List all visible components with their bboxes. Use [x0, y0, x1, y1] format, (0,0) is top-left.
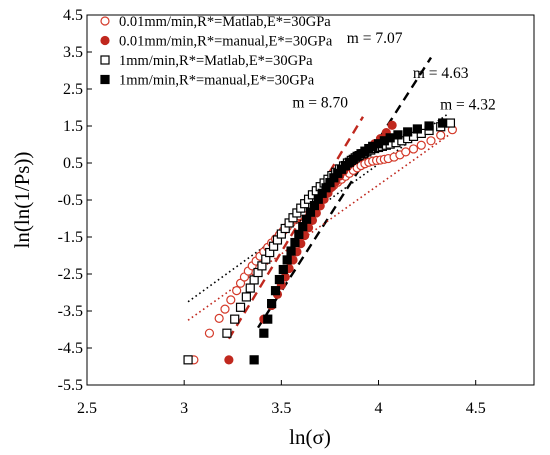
- x-tick-label: 4.5: [466, 400, 486, 417]
- legend-label: 0.01mm/min,R*=manual,E*=30GPa: [119, 34, 333, 50]
- fit-lines-group: [187, 56, 449, 340]
- data-point: [224, 355, 234, 365]
- data-point: [241, 292, 251, 302]
- data-point: [294, 229, 304, 240]
- data-point: [408, 144, 419, 154]
- data-point: [263, 314, 273, 324]
- y-tick-label: 0.5: [63, 155, 83, 172]
- data-point: [245, 283, 255, 293]
- y-axis-title: ln(ln(1/Ps)): [10, 152, 34, 249]
- y-tick-label: -4.5: [58, 340, 83, 357]
- series-group: [189, 125, 457, 365]
- data-point: [249, 355, 259, 365]
- data-point: [232, 286, 242, 296]
- data-point: [230, 314, 240, 324]
- fit-line: [227, 116, 365, 340]
- fit-annotation: m = 4.63: [413, 65, 469, 82]
- data-point: [204, 328, 215, 338]
- x-tick-label: 4: [375, 400, 383, 417]
- data-point: [282, 255, 292, 265]
- data-point: [222, 328, 232, 338]
- legend-marker: [100, 55, 110, 65]
- y-tick-label: -1.5: [58, 229, 83, 246]
- data-point: [183, 355, 193, 365]
- data-point: [278, 264, 288, 275]
- legend-marker: [100, 16, 110, 26]
- series-group: [183, 118, 456, 365]
- data-point: [438, 118, 448, 128]
- data-point: [401, 147, 411, 157]
- legend-label: 0.01mm/min,R*=Matlab,E*=30GPa: [119, 14, 331, 30]
- fit-line: [257, 56, 433, 329]
- data-point: [393, 130, 403, 140]
- data-points-group: [183, 118, 457, 365]
- legend-marker: [100, 35, 110, 46]
- data-point: [214, 313, 224, 323]
- fit-line: [187, 134, 449, 321]
- data-point: [387, 120, 397, 130]
- x-tick-label: 3: [180, 400, 188, 417]
- x-tick-label: 3.5: [271, 400, 291, 417]
- data-point: [424, 121, 434, 131]
- legend: 0.01mm/min,R*=Matlab,E*=30GPa 0.01mm/min,…: [100, 14, 333, 89]
- fit-annotations: m = 7.07 m = 4.63 m = 8.70 m = 4.32: [292, 30, 495, 114]
- y-tick-label: 1.5: [63, 118, 83, 135]
- data-point: [412, 124, 422, 134]
- data-point: [445, 118, 456, 128]
- y-tick-label: -0.5: [58, 192, 83, 209]
- data-point: [286, 246, 296, 256]
- data-point: [274, 274, 285, 285]
- x-axis-ticks: 2.5 3 3.5 4 4.5: [77, 380, 486, 417]
- fit-annotation: m = 4.32: [440, 96, 496, 113]
- y-tick-label: -3.5: [58, 303, 83, 320]
- legend-label: 1mm/min,R*=Matlab,E*=30GPa: [119, 53, 313, 69]
- legend-marker: [100, 74, 110, 85]
- data-point: [426, 136, 436, 146]
- data-point: [259, 328, 269, 338]
- data-point: [270, 286, 281, 296]
- data-point: [403, 127, 413, 137]
- data-point: [249, 275, 259, 285]
- data-point: [267, 299, 277, 309]
- y-tick-label: -2.5: [58, 266, 83, 283]
- x-axis-title: ln(σ): [289, 425, 331, 449]
- data-point: [436, 130, 446, 140]
- legend-label: 1mm/min,R*=manual,E*=30GPa: [119, 73, 315, 89]
- data-point: [290, 237, 300, 248]
- data-point: [220, 304, 230, 314]
- data-point: [226, 295, 236, 305]
- y-axis-ticks: 4.5 3.5 2.5 1.5 0.5 -0.5 -1.5 -2.5 -3.5 -4.5 -5.5: [58, 7, 92, 394]
- series-group: [249, 118, 448, 365]
- data-point: [416, 140, 426, 150]
- x-tick-label: 2.5: [77, 400, 97, 417]
- y-tick-label: -5.5: [58, 377, 83, 394]
- y-tick-label: 4.5: [63, 7, 83, 24]
- y-tick-label: 2.5: [63, 81, 83, 98]
- data-point: [235, 302, 246, 312]
- fit-annotation: m = 7.07: [347, 30, 403, 47]
- data-point: [385, 133, 395, 143]
- y-tick-label: 3.5: [63, 44, 83, 61]
- fit-annotation: m = 8.70: [292, 95, 348, 112]
